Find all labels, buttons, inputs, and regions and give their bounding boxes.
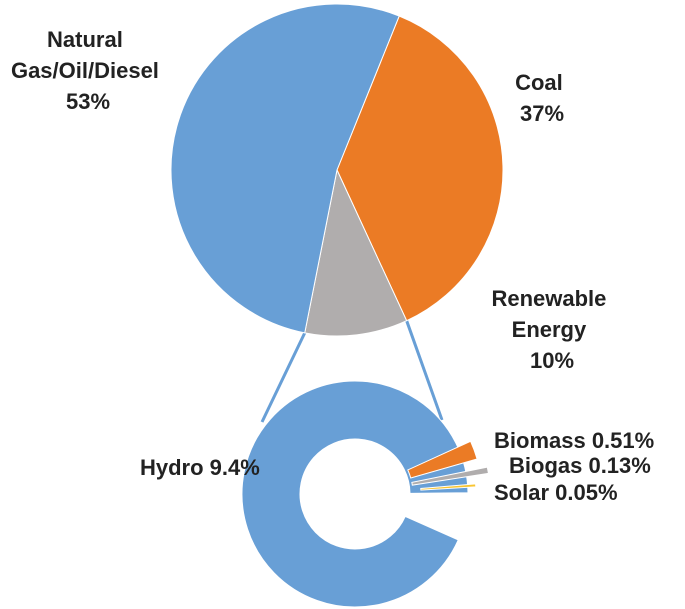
coal-label: Coal 37%	[515, 70, 569, 126]
donut-slice-biomass-0-51	[407, 440, 478, 479]
connector-line-left	[260, 332, 307, 423]
biogas-label: Biogas 0.13%	[509, 453, 651, 478]
connector-line-right	[405, 320, 444, 421]
donut-slice-solar-0-05	[420, 483, 477, 491]
hydro-label: Hydro 9.4%	[140, 455, 260, 480]
connector-lines	[260, 320, 444, 423]
natural-gas-label: Natural Gas/Oil/Diesel 53%	[11, 27, 165, 114]
pie-slice-renewable-energy	[304, 168, 408, 337]
pie-slice-natural-gas-oil-diesel	[170, 3, 400, 334]
solar-label: Solar 0.05%	[494, 480, 618, 505]
donut-slice-biogas-0-13	[411, 466, 489, 486]
donut-slice-hydro-9-4	[241, 380, 469, 608]
biomass-label: Biomass 0.51%	[494, 428, 654, 453]
renewable-breakdown-donut	[241, 380, 489, 608]
main-pie	[170, 3, 504, 337]
renewable-energy-label: Renewable Energy 10%	[491, 286, 612, 373]
pie-slice-coal	[336, 15, 504, 322]
